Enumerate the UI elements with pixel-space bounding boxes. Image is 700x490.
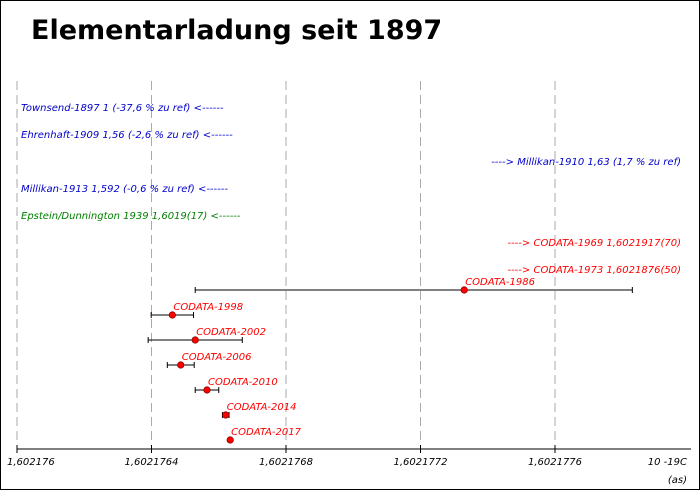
offscale-annotation: Ehrenhaft-1909 1,56 (-2,6 % zu ref) <---…: [21, 130, 233, 141]
data-point-label: CODATA-2017: [231, 427, 301, 438]
data-point-group: CODATA-2006: [166, 352, 252, 369]
data-point-label: CODATA-1998: [173, 302, 243, 313]
offscale-annotation: ----> Millikan-1910 1,63 (1,7 % zu ref): [491, 157, 681, 168]
data-point-label: CODATA-2014: [227, 402, 297, 413]
x-axis-label: 10 -19C: [648, 457, 687, 468]
data-point-label: CODATA-2010: [208, 377, 278, 388]
data-point-label: CODATA-1986: [465, 277, 535, 288]
data-point-group: CODATA-1998: [150, 302, 243, 319]
offscale-annotation: ----> CODATA-1973 1,6021876(50): [507, 265, 681, 276]
grid-lines: [16, 81, 556, 449]
data-point-marker: [177, 361, 185, 369]
data-point-group: CODATA-2002: [147, 327, 266, 344]
x-axis-unit-note: (as): [668, 475, 687, 486]
data-point-group: CODATA-2017: [226, 427, 302, 444]
data-points: CODATA-1986 CODATA-1998 CODATA-2002 CODATA-…: [147, 277, 633, 444]
x-tick-label: 1,6021768: [259, 457, 313, 468]
data-point-marker: [191, 336, 199, 344]
data-point-marker: [203, 386, 211, 394]
x-tick-label: 1,6021776: [528, 457, 582, 468]
data-point-marker: [460, 286, 468, 294]
data-point-label: CODATA-2006: [182, 352, 252, 363]
x-tick-label: 1,602176: [7, 457, 55, 468]
data-point-group: CODATA-2014: [221, 402, 297, 419]
data-point-marker: [222, 411, 230, 419]
axes: 1,602176 1,6021764 1,6021768 1,6021772 1,602…: [7, 445, 691, 486]
chart-title: Elementarladung seit 1897: [31, 15, 443, 46]
offscale-annotation: Townsend-1897 1 (-37,6 % zu ref) <------: [21, 103, 224, 114]
offscale-annotation: Millikan-1913 1,592 (-0,6 % zu ref) <---…: [21, 184, 228, 195]
x-tick-label: 1,6021772: [393, 457, 447, 468]
offscale-annotation: ----> CODATA-1969 1,6021917(70): [507, 238, 681, 249]
data-point-marker: [168, 311, 176, 319]
data-point-group: CODATA-1986: [194, 277, 633, 294]
data-point-group: CODATA-2010: [194, 377, 278, 394]
data-point-marker: [226, 436, 234, 444]
data-point-label: CODATA-2002: [196, 327, 266, 338]
offscale-annotation: Epstein/Dunnington 1939 1,6019(17) <----…: [21, 211, 241, 222]
offscale-annotations: Townsend-1897 1 (-37,6 % zu ref) <------…: [21, 103, 681, 276]
x-tick-label: 1,6021764: [124, 457, 178, 468]
